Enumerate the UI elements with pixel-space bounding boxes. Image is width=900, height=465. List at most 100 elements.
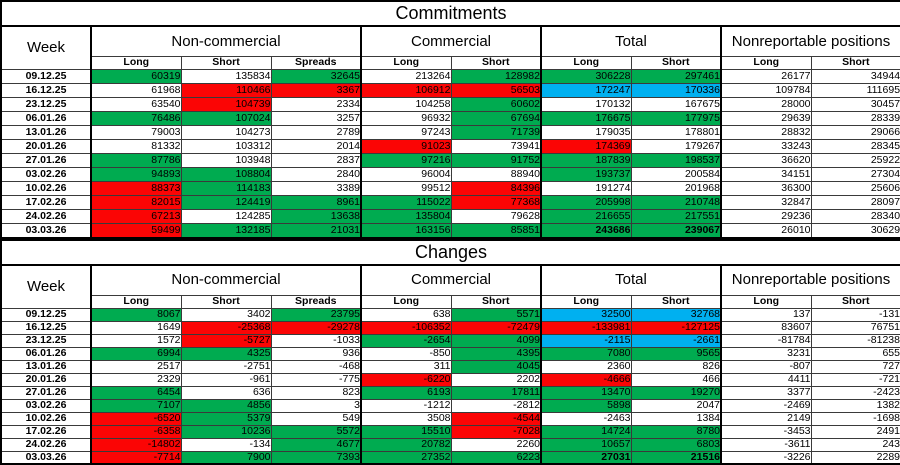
value-cell[interactable]: -106352 [361,321,451,334]
value-cell[interactable]: -775 [271,373,361,386]
week-cell[interactable]: 03.02.26 [1,399,91,412]
value-cell[interactable]: 17811 [451,386,541,399]
value-cell[interactable]: 96004 [361,168,451,182]
value-cell[interactable]: 32768 [631,308,721,321]
value-cell[interactable]: 28097 [811,196,900,210]
value-cell[interactable]: 172247 [541,84,631,98]
value-cell[interactable]: 638 [361,308,451,321]
week-cell[interactable]: 24.02.26 [1,438,91,451]
week-cell[interactable]: 16.12.25 [1,84,91,98]
value-cell[interactable]: 216655 [541,210,631,224]
value-cell[interactable]: 3402 [181,308,271,321]
value-cell[interactable]: 655 [811,347,900,360]
value-cell[interactable]: 187839 [541,154,631,168]
week-cell[interactable]: 23.12.25 [1,334,91,347]
value-cell[interactable]: 73941 [451,140,541,154]
value-cell[interactable]: 217551 [631,210,721,224]
value-cell[interactable]: 5572 [271,425,361,438]
value-cell[interactable]: -5727 [181,334,271,347]
value-cell[interactable]: 4677 [271,438,361,451]
value-cell[interactable]: 3257 [271,112,361,126]
value-cell[interactable]: 7393 [271,451,361,464]
value-cell[interactable]: 110466 [181,84,271,98]
value-cell[interactable]: 88373 [91,182,181,196]
value-cell[interactable]: 170132 [541,98,631,112]
value-cell[interactable]: 2202 [451,373,541,386]
value-cell[interactable]: 10657 [541,438,631,451]
week-cell[interactable]: 16.12.25 [1,321,91,334]
value-cell[interactable]: 6994 [91,347,181,360]
value-cell[interactable]: 311 [361,360,451,373]
value-cell[interactable]: 3231 [721,347,811,360]
value-cell[interactable]: 8961 [271,196,361,210]
value-cell[interactable]: 201968 [631,182,721,196]
value-cell[interactable]: 79003 [91,126,181,140]
value-cell[interactable]: 177975 [631,112,721,126]
week-cell[interactable]: 13.01.26 [1,126,91,140]
value-cell[interactable]: -127125 [631,321,721,334]
value-cell[interactable]: 25922 [811,154,900,168]
value-cell[interactable]: 4856 [181,399,271,412]
value-cell[interactable]: -961 [181,373,271,386]
value-cell[interactable]: 20782 [361,438,451,451]
value-cell[interactable]: 13470 [541,386,631,399]
value-cell[interactable]: 59499 [91,224,181,238]
value-cell[interactable]: 88940 [451,168,541,182]
value-cell[interactable]: 67694 [451,112,541,126]
value-cell[interactable]: -2812 [451,399,541,412]
value-cell[interactable]: 99512 [361,182,451,196]
value-cell[interactable]: 13638 [271,210,361,224]
value-cell[interactable]: 6454 [91,386,181,399]
value-cell[interactable]: -2661 [631,334,721,347]
value-cell[interactable]: -29278 [271,321,361,334]
value-cell[interactable]: -14802 [91,438,181,451]
value-cell[interactable]: 132185 [181,224,271,238]
week-cell[interactable]: 06.01.26 [1,112,91,126]
value-cell[interactable]: 135804 [361,210,451,224]
value-cell[interactable]: 2334 [271,98,361,112]
value-cell[interactable]: 727 [811,360,900,373]
value-cell[interactable]: 2491 [811,425,900,438]
value-cell[interactable]: 107024 [181,112,271,126]
value-cell[interactable]: -7714 [91,451,181,464]
value-cell[interactable]: 191274 [541,182,631,196]
value-cell[interactable]: 26177 [721,70,811,84]
value-cell[interactable]: 2260 [451,438,541,451]
value-cell[interactable]: 3508 [361,412,451,425]
value-cell[interactable]: 61968 [91,84,181,98]
value-cell[interactable]: 71739 [451,126,541,140]
value-cell[interactable]: 60602 [451,98,541,112]
value-cell[interactable]: 823 [271,386,361,399]
value-cell[interactable]: 1572 [91,334,181,347]
value-cell[interactable]: -2463 [541,412,631,425]
value-cell[interactable]: 8067 [91,308,181,321]
value-cell[interactable]: 4045 [451,360,541,373]
value-cell[interactable]: 25606 [811,182,900,196]
week-cell[interactable]: 23.12.25 [1,98,91,112]
value-cell[interactable]: 1382 [811,399,900,412]
value-cell[interactable]: -134 [181,438,271,451]
week-cell[interactable]: 09.12.25 [1,308,91,321]
value-cell[interactable]: 33243 [721,140,811,154]
value-cell[interactable]: 36620 [721,154,811,168]
value-cell[interactable]: 2517 [91,360,181,373]
value-cell[interactable]: 2014 [271,140,361,154]
value-cell[interactable]: -850 [361,347,451,360]
value-cell[interactable]: -6220 [361,373,451,386]
value-cell[interactable]: 114183 [181,182,271,196]
value-cell[interactable]: -721 [811,373,900,386]
value-cell[interactable]: 28339 [811,112,900,126]
value-cell[interactable]: 2360 [541,360,631,373]
value-cell[interactable]: 7080 [541,347,631,360]
value-cell[interactable]: 28340 [811,210,900,224]
value-cell[interactable]: -2654 [361,334,451,347]
value-cell[interactable]: 108804 [181,168,271,182]
value-cell[interactable]: 91023 [361,140,451,154]
value-cell[interactable]: 4325 [181,347,271,360]
value-cell[interactable]: 5379 [181,412,271,425]
value-cell[interactable]: 163156 [361,224,451,238]
week-cell[interactable]: 06.01.26 [1,347,91,360]
value-cell[interactable]: -1698 [811,412,900,425]
value-cell[interactable]: 4411 [721,373,811,386]
value-cell[interactable]: 466 [631,373,721,386]
